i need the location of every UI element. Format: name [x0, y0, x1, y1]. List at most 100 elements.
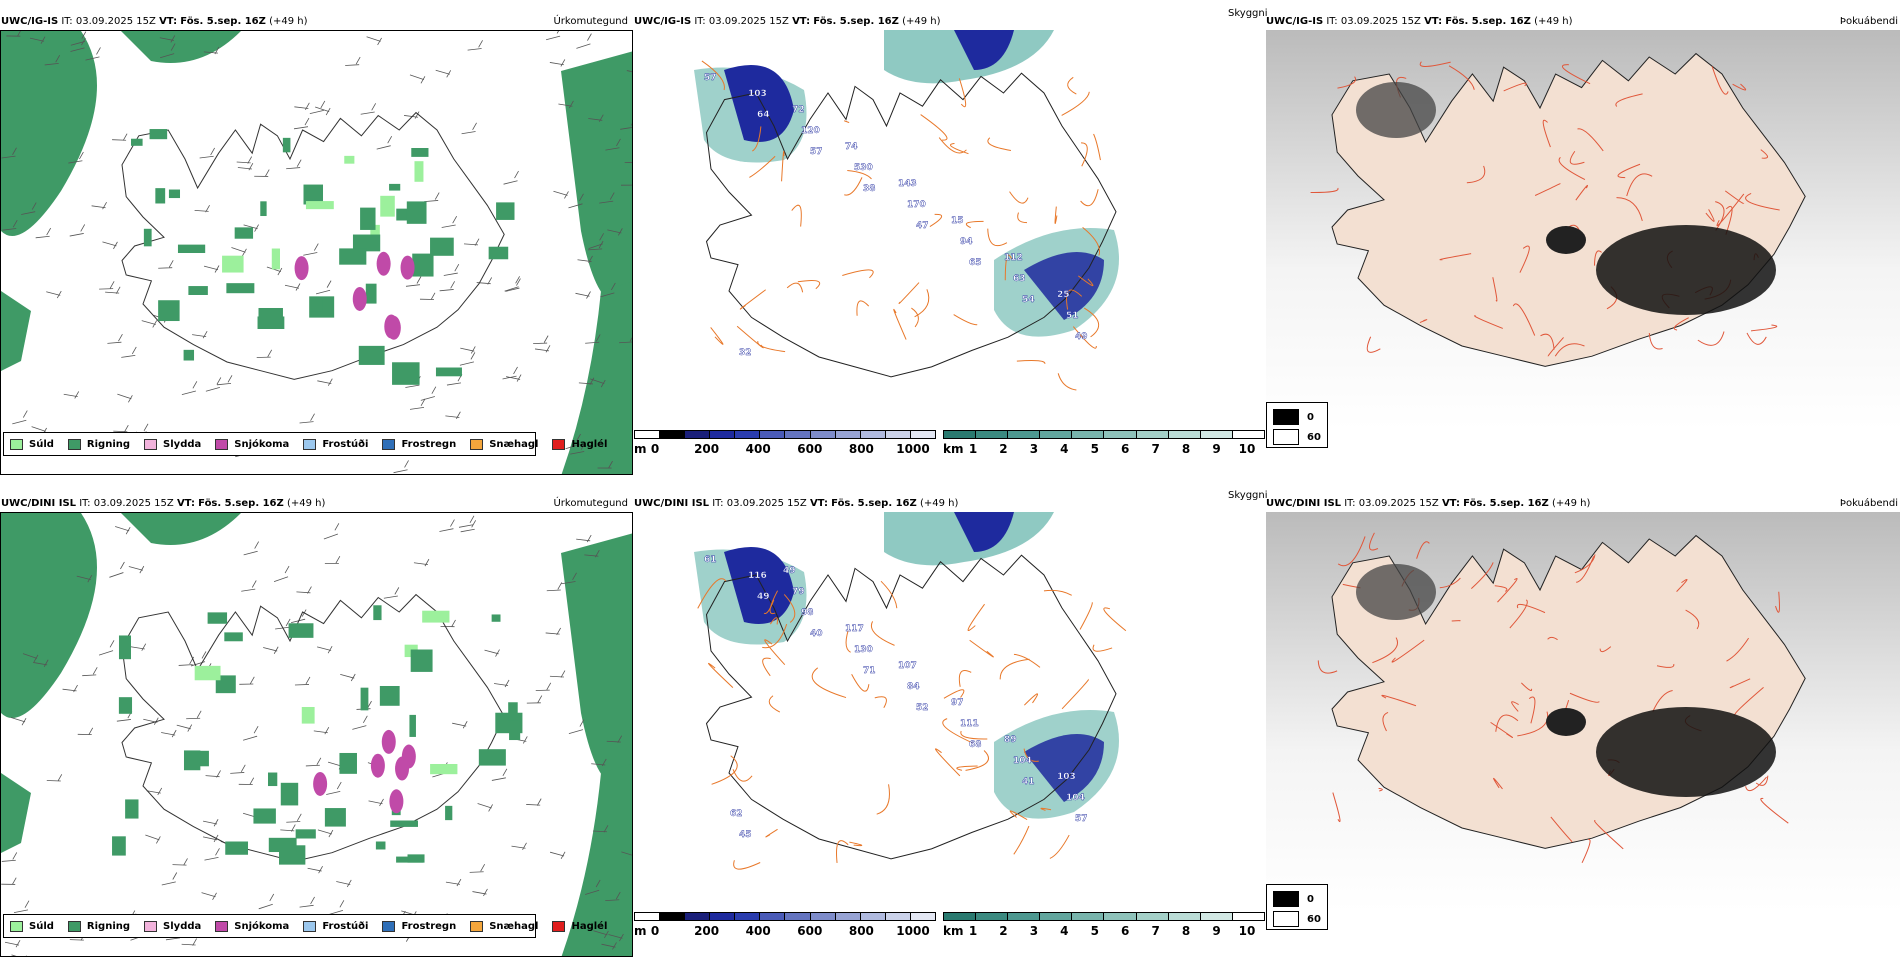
precip-cell — [436, 368, 462, 377]
legend-swatch — [552, 921, 565, 932]
visibility-panel-title: Skyggni — [1228, 490, 1268, 502]
rain-area — [561, 533, 633, 784]
wind-barb — [259, 894, 274, 909]
visibility-unit: km — [943, 442, 963, 456]
wind-barb — [147, 788, 162, 795]
road — [812, 668, 846, 698]
cloud-base-value: 107 — [898, 661, 917, 671]
wind-barb — [202, 893, 217, 900]
visibility-map-svg: 6149407152684157116981308411110410445791… — [634, 512, 1266, 924]
road — [877, 784, 890, 814]
snow-cell — [295, 256, 309, 280]
legend-swatch — [215, 921, 228, 932]
precip-type-map — [0, 30, 633, 475]
cloud-base-value: 57 — [704, 73, 717, 83]
wind-barb — [394, 460, 409, 472]
scale-tick: 200 — [694, 442, 719, 456]
fog-legend-item: 60 — [1273, 429, 1321, 445]
precip-cell — [339, 753, 357, 774]
road — [763, 658, 771, 676]
road — [966, 221, 983, 227]
road — [1080, 602, 1092, 629]
precip-cell — [208, 612, 227, 623]
legend-item: Haglél — [552, 921, 607, 932]
wind-barb — [468, 40, 483, 50]
colorbar-segment — [735, 913, 760, 920]
legend-item: Snæhagl — [470, 439, 538, 450]
precip-cell — [344, 156, 354, 164]
precip-cell — [390, 821, 418, 827]
colorbar-segment — [660, 431, 685, 438]
wind-barb — [182, 381, 197, 394]
wind-barb — [317, 379, 332, 386]
wind-barb — [257, 350, 272, 358]
wind-barb — [325, 556, 340, 563]
rain-area — [121, 513, 241, 545]
legend-item: Frostúði — [303, 921, 368, 932]
wind-barb — [329, 900, 344, 914]
scale-tick: 4 — [1060, 924, 1068, 938]
scale-tick: 1000 — [896, 924, 929, 938]
precip-cell — [283, 138, 291, 152]
precip-cell — [325, 808, 346, 827]
precip-cell — [380, 196, 395, 217]
wind-barb — [63, 685, 78, 692]
cloud-base-value: 97 — [951, 698, 964, 708]
wind-barb — [12, 955, 27, 957]
legend-swatch — [382, 439, 395, 450]
cloud-base-value: 170 — [907, 200, 926, 210]
wind-barb — [14, 901, 29, 913]
legend-swatch — [10, 439, 23, 450]
scale-tick: 8 — [1182, 442, 1190, 456]
colorbar-segment — [760, 913, 785, 920]
legend-label: Snæhagl — [489, 439, 538, 450]
visibility-colorbar — [943, 430, 1265, 439]
cloud-base-value: 57 — [810, 147, 823, 157]
rain-area — [1, 513, 97, 718]
cloud-base-value: 117 — [845, 624, 864, 634]
visibility-map-svg: 5764573847655449103120530170946351327274… — [634, 30, 1266, 442]
cloud-base-value: 61 — [704, 555, 717, 565]
road — [849, 842, 861, 845]
cloud-base-value: 65 — [969, 258, 982, 268]
cloud-base-value: 47 — [916, 221, 929, 231]
road — [935, 749, 959, 776]
fog-legend-item: 60 — [1273, 911, 1321, 927]
wind-barb — [294, 118, 309, 129]
legend-label: Súld — [29, 439, 54, 450]
snow-cell — [395, 757, 409, 781]
wind-barb — [294, 103, 309, 110]
colorbar-segment — [976, 431, 1008, 438]
precip-cell — [359, 346, 385, 365]
wind-barb — [280, 825, 295, 832]
wind-barb — [442, 216, 457, 227]
fog-legend-label: 60 — [1307, 914, 1321, 925]
fog-cloud — [1546, 226, 1586, 254]
precip-cell — [479, 749, 506, 765]
road — [875, 697, 887, 708]
wind-barb — [296, 587, 311, 594]
road — [740, 290, 765, 309]
snow-cell — [387, 316, 401, 340]
fog-cloud — [1546, 708, 1586, 736]
road — [1014, 826, 1029, 854]
colorbar-segment — [1072, 431, 1104, 438]
precip-cell — [492, 614, 501, 621]
cloud-base-value: 104 — [1013, 756, 1032, 766]
colorbar-segment — [836, 913, 861, 920]
visibility-panel-header: UWC/IG-IS IT: 03.09.2025 15Z VT: Fös. 5.… — [634, 16, 941, 28]
wind-barb — [316, 281, 331, 294]
legend-label: Rigning — [87, 921, 130, 932]
road — [1062, 679, 1088, 708]
colorbar-segment — [1137, 913, 1169, 920]
cloud-base-value: 120 — [801, 126, 820, 136]
wind-barb — [286, 160, 301, 169]
road — [857, 301, 869, 316]
scale-tick: 2 — [999, 924, 1007, 938]
road — [734, 860, 761, 869]
wind-barb — [99, 281, 114, 289]
wind-barb — [263, 647, 278, 654]
precip-panel-title: Úrkomutegund — [553, 16, 628, 28]
cloud-base-value: 116 — [748, 571, 767, 581]
precip-cell — [412, 254, 433, 277]
